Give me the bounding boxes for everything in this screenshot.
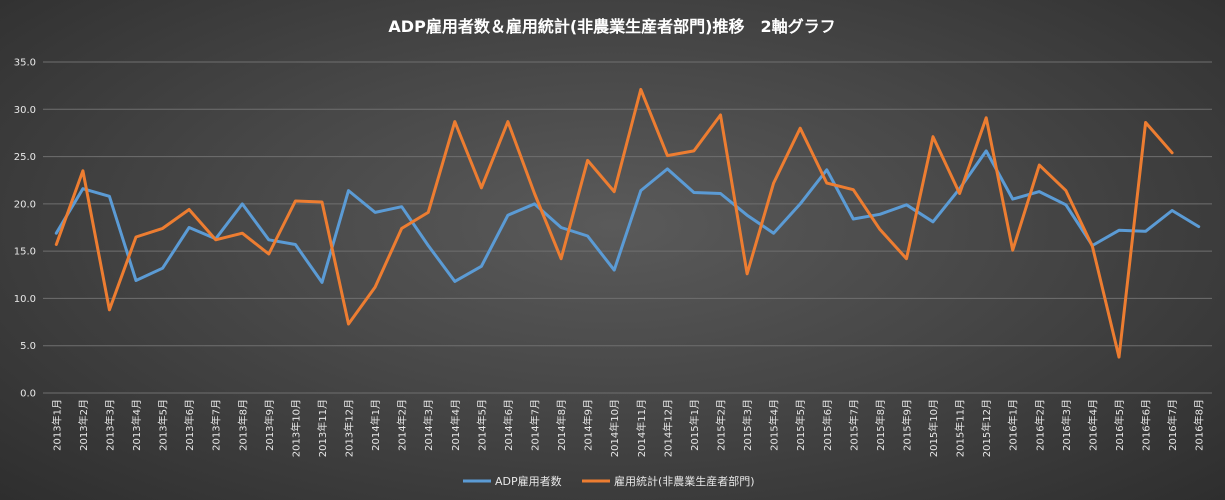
legend-label-nfp: 雇用統計(非農業生産者部門) [614,474,755,488]
series-line-1 [54,87,1174,359]
legend: ADP雇用者数 雇用統計(非農業生産者部門) [463,474,755,488]
x-tick-label: 2015年9月 [900,399,913,451]
x-tick-label: 2015年1月 [688,399,701,451]
x-tick-label: 2015年11月 [954,399,967,457]
x-tick-label: 2013年4月 [130,399,143,451]
x-tick-label: 2016年1月 [1007,399,1020,451]
y-tick-label: 25.0 [14,152,36,163]
x-tick-label: 2014年1月 [369,399,382,451]
x-tick-label: 2014年12月 [661,399,674,457]
x-tick-label: 2013年1月 [50,399,63,451]
x-tick-label: 2013年7月 [210,399,223,451]
chart-title: ADP雇用者数＆雇用統計(非農業生産者部門)推移 2軸グラフ [388,17,835,36]
x-tick-label: 2014年4月 [449,399,462,451]
x-tick-label: 2016年4月 [1086,399,1099,451]
x-tick-label: 2013年5月 [157,399,170,451]
x-tick-label: 2013年3月 [103,399,116,451]
x-tick-label: 2015年12月 [980,399,993,457]
x-tick-label: 2013年11月 [316,399,329,457]
x-tick-label: 2016年7月 [1166,399,1179,451]
x-tick-label: 2015年2月 [714,399,727,451]
y-tick-label: 20.0 [14,199,36,210]
x-tick-label: 2014年11月 [635,399,648,457]
x-tick-label: 2013年8月 [236,399,249,451]
plot-area [54,87,1201,359]
x-tick-label: 2013年10月 [289,399,302,457]
y-tick-label: 30.0 [14,105,36,116]
x-tick-label: 2014年7月 [529,399,542,451]
x-tick-label: 2016年8月 [1193,399,1206,451]
x-tick-label: 2015年5月 [794,399,807,451]
x-tick-label: 2015年10月 [927,399,940,457]
x-tick-label: 2013年12月 [343,399,356,457]
y-tick-label: 35.0 [14,58,36,69]
y-tick-label: 10.0 [14,294,36,305]
x-tick-label: 2013年2月 [77,399,90,451]
y-tick-label: 5.0 [20,341,36,352]
y-tick-label: 15.0 [14,247,36,258]
x-tick-label: 2014年5月 [475,399,488,451]
x-tick-label: 2015年4月 [768,399,781,451]
x-tick-label: 2013年9月 [263,399,276,451]
y-axis: 0.0 5.0 10.0 15.0 20.0 25.0 30.0 35.0 [14,58,36,400]
x-tick-label: 2014年10月 [608,399,621,457]
x-tick-label: 2014年9月 [582,399,595,451]
y-tick-label: 0.0 [20,389,36,400]
x-tick-label: 2015年3月 [741,399,754,451]
x-tick-label: 2014年2月 [396,399,409,451]
x-tick-label: 2014年8月 [555,399,568,451]
x-tick-label: 2015年6月 [821,399,834,451]
legend-label-adp: ADP雇用者数 [495,474,562,488]
gridlines [43,61,1212,394]
x-tick-label: 2015年7月 [847,399,860,451]
x-tick-label: 2013年6月 [183,399,196,451]
x-tick-label: 2016年2月 [1033,399,1046,451]
x-tick-label: 2016年6月 [1140,399,1153,451]
x-tick-label: 2016年5月 [1113,399,1126,451]
x-tick-label: 2016年3月 [1060,399,1073,451]
x-tick-label: 2014年6月 [502,399,515,451]
x-axis: 2013年1月 2013年2月 2013年3月 2013年4月 2013年5月 2013年… [50,399,1205,457]
x-tick-label: 2014年3月 [422,399,435,451]
x-tick-label: 2015年8月 [874,399,887,451]
series-line-0 [54,149,1201,284]
